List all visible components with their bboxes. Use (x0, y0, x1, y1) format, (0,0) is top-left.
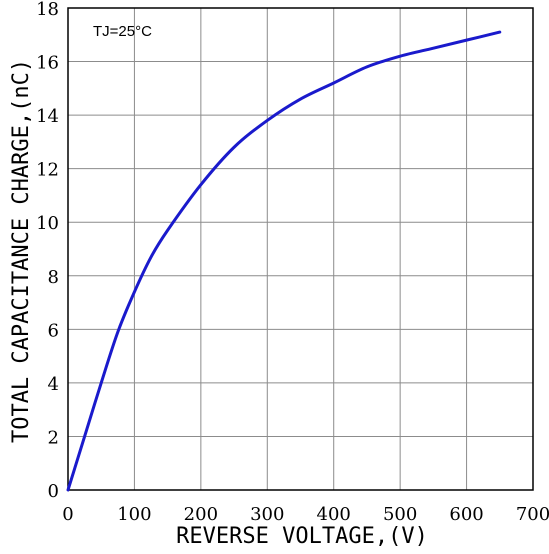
x-tick-label: 500 (383, 504, 417, 525)
x-tick-label: 0 (62, 504, 73, 525)
y-axis-title: TOTAL CAPACITANCE CHARGE,(nC) (9, 59, 34, 443)
x-tick-label: 300 (250, 504, 284, 525)
plot-frame (67, 7, 534, 491)
y-tick-label: 14 (36, 106, 59, 127)
x-tick-labels: 0 100 200 300 400 500 600 700 (62, 504, 549, 525)
y-tick-label: 4 (48, 374, 59, 395)
y-tick-label: 10 (36, 213, 59, 234)
grid (67, 7, 534, 491)
x-tick-label: 100 (117, 504, 151, 525)
y-tick-label: 0 (48, 481, 59, 502)
temperature-annotation: TJ=25°C (93, 23, 152, 40)
y-tick-label: 18 (36, 0, 59, 20)
y-tick-label: 12 (36, 160, 59, 181)
y-tick-label: 2 (48, 427, 59, 448)
x-tick-label: 600 (449, 504, 483, 525)
y-tick-label: 8 (48, 267, 59, 288)
y-tick-label: 16 (36, 53, 59, 74)
y-tick-label: 6 (48, 320, 59, 341)
capacitance-charge-curve (66, 30, 502, 492)
x-tick-label: 700 (516, 504, 549, 525)
x-axis-title: REVERSE VOLTAGE,(V) (176, 524, 428, 549)
y-tick-labels: 0 2 4 6 8 10 12 14 16 18 (36, 0, 59, 502)
x-tick-label: 200 (184, 504, 218, 525)
series-group (66, 30, 502, 492)
x-tick-label: 400 (317, 504, 351, 525)
